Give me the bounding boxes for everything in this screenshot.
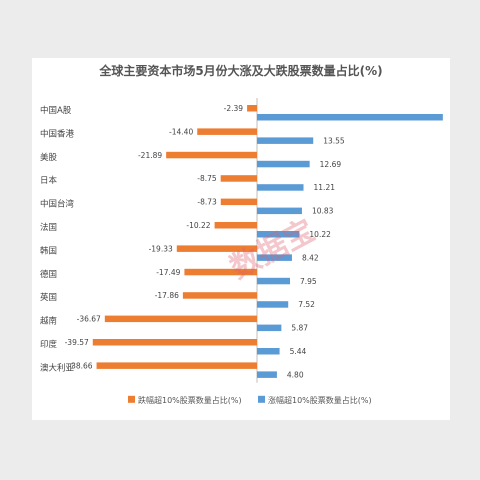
bar-up xyxy=(257,254,292,261)
data-label-down: -36.67 xyxy=(77,315,101,324)
bar-up xyxy=(257,277,290,285)
data-label-up: 11.21 xyxy=(314,183,336,192)
bar-up xyxy=(257,301,289,308)
bar-down xyxy=(220,198,257,206)
category-label: 法国 xyxy=(40,222,57,233)
bar-down xyxy=(247,105,257,112)
data-label-up: 5.87 xyxy=(291,324,308,333)
category-label: 美股 xyxy=(40,152,58,163)
data-label-down: -38.66 xyxy=(68,361,92,370)
category-label: 中国香港 xyxy=(40,128,75,139)
category-label: 日本 xyxy=(40,175,58,186)
data-label-up: 10.83 xyxy=(312,207,334,216)
data-label-down: -14.40 xyxy=(169,127,193,136)
data-label-down: -8.73 xyxy=(197,198,217,207)
bar-up xyxy=(257,160,310,168)
bar-down xyxy=(214,222,257,229)
category-label: 印度 xyxy=(40,339,58,350)
bar-down xyxy=(166,151,257,159)
data-label-up: 4.80 xyxy=(287,370,304,379)
category-label: 越南 xyxy=(40,316,57,327)
bar-up xyxy=(257,324,282,332)
bar-up xyxy=(257,137,314,144)
bar-chart: 中国A股-2.3944.78中国香港-14.4013.55美股-21.8912.… xyxy=(40,98,443,405)
data-label-down: -19.33 xyxy=(149,244,173,253)
data-label-down: -17.86 xyxy=(155,291,179,300)
bar-up xyxy=(257,184,304,191)
legend-swatch-up xyxy=(258,395,265,403)
data-label-down: -21.89 xyxy=(138,151,162,160)
chart-card: 全球主要资本市场5月份大涨及大跌股票数量占比(%) 中国A股-2.3944.78… xyxy=(32,58,450,420)
data-label-up: 8.42 xyxy=(302,253,319,262)
bar-down xyxy=(184,268,257,276)
data-label-up: 7.52 xyxy=(298,300,315,309)
data-label-up: 5.44 xyxy=(290,347,307,356)
data-label-down: -2.39 xyxy=(224,104,244,113)
bar-up xyxy=(257,207,302,215)
bar-down xyxy=(96,362,257,369)
bar-up xyxy=(257,348,280,355)
category-label: 韩国 xyxy=(40,245,57,256)
bar-down xyxy=(197,128,257,135)
bar-up xyxy=(257,114,443,121)
category-label: 英国 xyxy=(40,292,57,303)
data-label-up: 10.22 xyxy=(309,230,331,239)
bar-down xyxy=(182,292,257,299)
data-label-up: 7.95 xyxy=(300,277,317,286)
data-label-down: -10.22 xyxy=(186,221,210,230)
data-label-up: 12.69 xyxy=(320,160,342,169)
data-label-up: 13.55 xyxy=(323,136,345,145)
legend-swatch-down xyxy=(128,395,135,403)
bar-up xyxy=(257,371,277,378)
data-label-down: -8.75 xyxy=(197,174,217,183)
bar-down xyxy=(176,245,257,252)
category-label: 澳大利亚 xyxy=(40,362,75,373)
data-label-down: -39.57 xyxy=(65,338,89,347)
chart-title: 全球主要资本市场5月份大涨及大跌股票数量占比(%) xyxy=(99,64,383,78)
category-label: 中国台湾 xyxy=(40,199,75,210)
bar-down xyxy=(220,175,257,182)
bar-up xyxy=(257,231,300,238)
bar-down xyxy=(92,339,257,346)
data-label-down: -17.49 xyxy=(156,268,180,277)
category-label: 中国A股 xyxy=(40,105,72,116)
legend-label-up: 涨幅超10%股票数量占比(%) xyxy=(268,395,372,405)
category-label: 德国 xyxy=(40,269,57,280)
bar-down xyxy=(104,315,258,323)
legend-label-down: 跌幅超10%股票数量占比(%) xyxy=(138,395,242,405)
